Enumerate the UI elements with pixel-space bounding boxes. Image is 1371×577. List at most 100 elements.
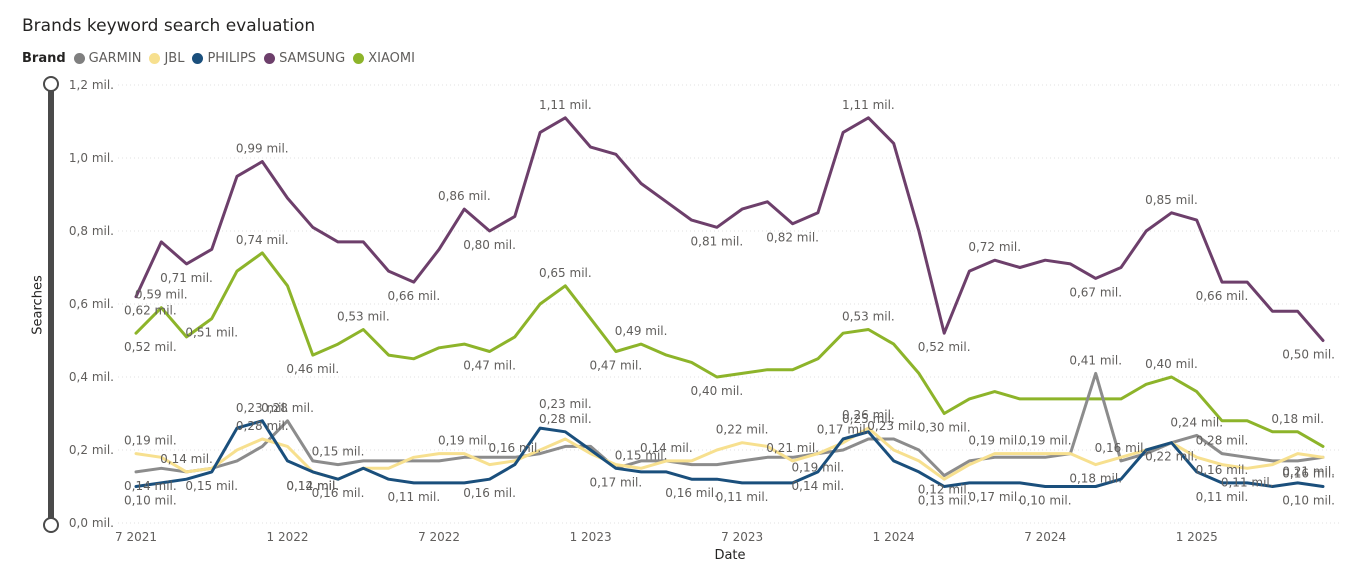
x-tick-label: 1 2022	[267, 530, 309, 544]
data-label: 0,13 mil.	[918, 494, 971, 508]
x-tick-label: 7 2021	[115, 530, 157, 544]
data-label: 0,14 mil.	[124, 479, 177, 493]
data-label: 0,51 mil.	[185, 326, 238, 340]
legend-item-samsung[interactable]: SAMSUNG	[264, 51, 345, 66]
data-label: 0,16 mil.	[665, 486, 718, 500]
data-label: 0,62 mil.	[124, 304, 177, 318]
data-label: 0,19 mil.	[968, 434, 1021, 448]
y-tick-label: 0,0 mil.	[69, 516, 114, 530]
data-label: 0,50 mil.	[1282, 348, 1335, 362]
data-label: 0,10 mil.	[1282, 494, 1335, 508]
data-label: 0,10 mil.	[1019, 494, 1072, 508]
y-tick-label: 1,2 mil.	[69, 78, 114, 92]
data-label: 1,11 mil.	[842, 98, 895, 112]
data-label: 0,11 mil.	[1221, 475, 1274, 489]
data-label: 0,18 mil.	[1271, 412, 1324, 426]
data-label: 0,72 mil.	[968, 240, 1021, 254]
data-label: 0,19 mil.	[438, 434, 491, 448]
x-tick-label: 1 2023	[570, 530, 612, 544]
legend-item-jbl[interactable]: JBL	[149, 51, 184, 66]
data-label: 0,66 mil.	[387, 289, 440, 303]
data-label: 0,52 mil.	[918, 340, 971, 354]
data-label: 0,21 mil.	[766, 441, 819, 455]
data-label: 0,11 mil.	[387, 490, 440, 504]
data-label: 0,11 mil.	[1196, 490, 1249, 504]
y-range-slider[interactable]	[43, 76, 59, 534]
data-label: 0,16 mil.	[488, 441, 541, 455]
series-line-samsung	[134, 116, 1325, 342]
legend-item-label: GARMIN	[88, 51, 142, 66]
data-label: 0,19 mil.	[1019, 434, 1072, 448]
data-label: 0,24 mil.	[1170, 415, 1223, 429]
data-label: 0,17 mil.	[968, 490, 1021, 504]
data-label: 0,46 mil.	[286, 362, 339, 376]
data-label: 0,14 mil.	[640, 441, 693, 455]
data-label: 0,53 mil.	[842, 310, 895, 324]
data-label: 0,47 mil.	[589, 358, 642, 372]
legend-dot-icon	[264, 53, 276, 64]
data-label: 0,40 mil.	[1145, 357, 1198, 371]
data-label: 0,52 mil.	[124, 340, 177, 354]
legend-item-label: XIAOMI	[368, 51, 415, 66]
data-label: 0,14 mil.	[160, 452, 213, 466]
data-label: 0,23 mil.	[539, 397, 592, 411]
data-label: 0,82 mil.	[766, 231, 819, 245]
data-label: 0,80 mil.	[463, 238, 516, 252]
data-label: 0,59 mil.	[135, 288, 188, 302]
data-label: 0,14 mil.	[286, 479, 339, 493]
data-label: 0,10 mil.	[124, 494, 177, 508]
data-label: 0,19 mil.	[124, 434, 177, 448]
y-tick-label: 0,4 mil.	[69, 370, 114, 384]
data-label: 0,28 mil.	[1196, 434, 1249, 448]
data-label: 0,99 mil.	[236, 142, 289, 156]
legend-item-garmin[interactable]: GARMIN	[73, 51, 142, 66]
legend-item-philips[interactable]: PHILIPS	[192, 51, 256, 66]
data-label: 0,17 mil.	[817, 423, 870, 437]
legend-item-xiaomi[interactable]: XIAOMI	[353, 51, 415, 66]
chart-title: Brands keyword search evaluation	[22, 16, 316, 36]
legend-dot-icon	[353, 53, 365, 64]
slider-bottom-handle[interactable]	[43, 517, 59, 533]
data-label: 0,30 mil.	[918, 421, 971, 435]
slider-top-handle[interactable]	[43, 76, 59, 92]
data-label: 0,86 mil.	[438, 189, 491, 203]
legend-item-label: PHILIPS	[207, 51, 257, 66]
x-tick-label: 1 2025	[1176, 530, 1218, 544]
y-tick-label: 0,6 mil.	[69, 297, 114, 311]
data-label: 0,23 mil.	[867, 419, 920, 433]
series-line-xiaomi	[134, 251, 1325, 448]
data-label: 0,15 mil.	[615, 448, 668, 462]
data-label: 0,65 mil.	[539, 266, 592, 280]
legend-dot-icon	[192, 53, 204, 64]
data-label: 0,18 mil.	[1069, 472, 1122, 486]
data-label: 0,28 mil.	[236, 419, 289, 433]
y-tick-label: 0,8 mil.	[69, 224, 114, 238]
x-tick-label: 7 2023	[721, 530, 763, 544]
data-label: 0,16 mil.	[1196, 463, 1249, 477]
data-label: 0,14 mil.	[792, 479, 845, 493]
data-label: 0,11 mil.	[716, 490, 769, 504]
data-label: 0,12 mil.	[286, 479, 339, 493]
data-label: 0,67 mil.	[1069, 285, 1122, 299]
data-label: 0,25 mil.	[842, 412, 895, 426]
x-tick-label: 1 2024	[873, 530, 915, 544]
data-label: 0,71 mil.	[160, 271, 213, 285]
data-label: 0,19 mil.	[792, 461, 845, 475]
legend-item-label: JBL	[164, 51, 185, 66]
slider-track[interactable]	[48, 84, 54, 524]
data-label: 0,15 mil.	[185, 479, 238, 493]
data-label: 0,74 mil.	[236, 233, 289, 247]
legend: Brand GARMIN JBL PHILIPS SAMSUNG XIAOMI	[22, 51, 423, 66]
legend-item-label: SAMSUNG	[279, 51, 346, 66]
data-label: 0,16 mil.	[312, 486, 365, 500]
data-label: 0,49 mil.	[615, 324, 668, 338]
series-line-philips	[134, 419, 1325, 488]
data-label: 0,41 mil.	[1069, 353, 1122, 367]
data-label: 0,85 mil.	[1145, 193, 1198, 207]
legend-dot-icon	[73, 53, 85, 64]
data-label: 0,17 mil.	[589, 475, 642, 489]
data-label: 0,22 mil.	[716, 423, 769, 437]
series-line-garmin	[134, 371, 1325, 478]
data-label: 0,66 mil.	[1196, 289, 1249, 303]
